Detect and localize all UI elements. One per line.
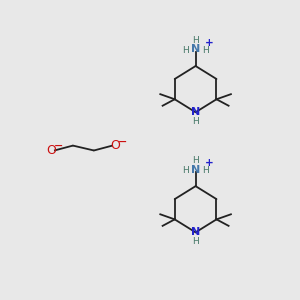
Text: H: H — [182, 166, 189, 175]
Text: N: N — [191, 107, 200, 117]
Text: H: H — [202, 46, 209, 55]
Text: O: O — [110, 139, 120, 152]
Text: N: N — [191, 227, 200, 237]
Text: +: + — [205, 38, 214, 48]
Text: N: N — [191, 44, 200, 54]
Text: H: H — [192, 156, 199, 165]
Text: −: − — [118, 136, 127, 147]
Text: −: − — [54, 141, 63, 151]
Text: H: H — [192, 237, 199, 246]
Text: +: + — [205, 158, 214, 168]
Text: H: H — [192, 116, 199, 125]
Text: N: N — [191, 164, 200, 175]
Text: H: H — [192, 36, 199, 45]
Text: H: H — [202, 166, 209, 175]
Text: O: O — [46, 144, 56, 157]
Text: H: H — [182, 46, 189, 55]
